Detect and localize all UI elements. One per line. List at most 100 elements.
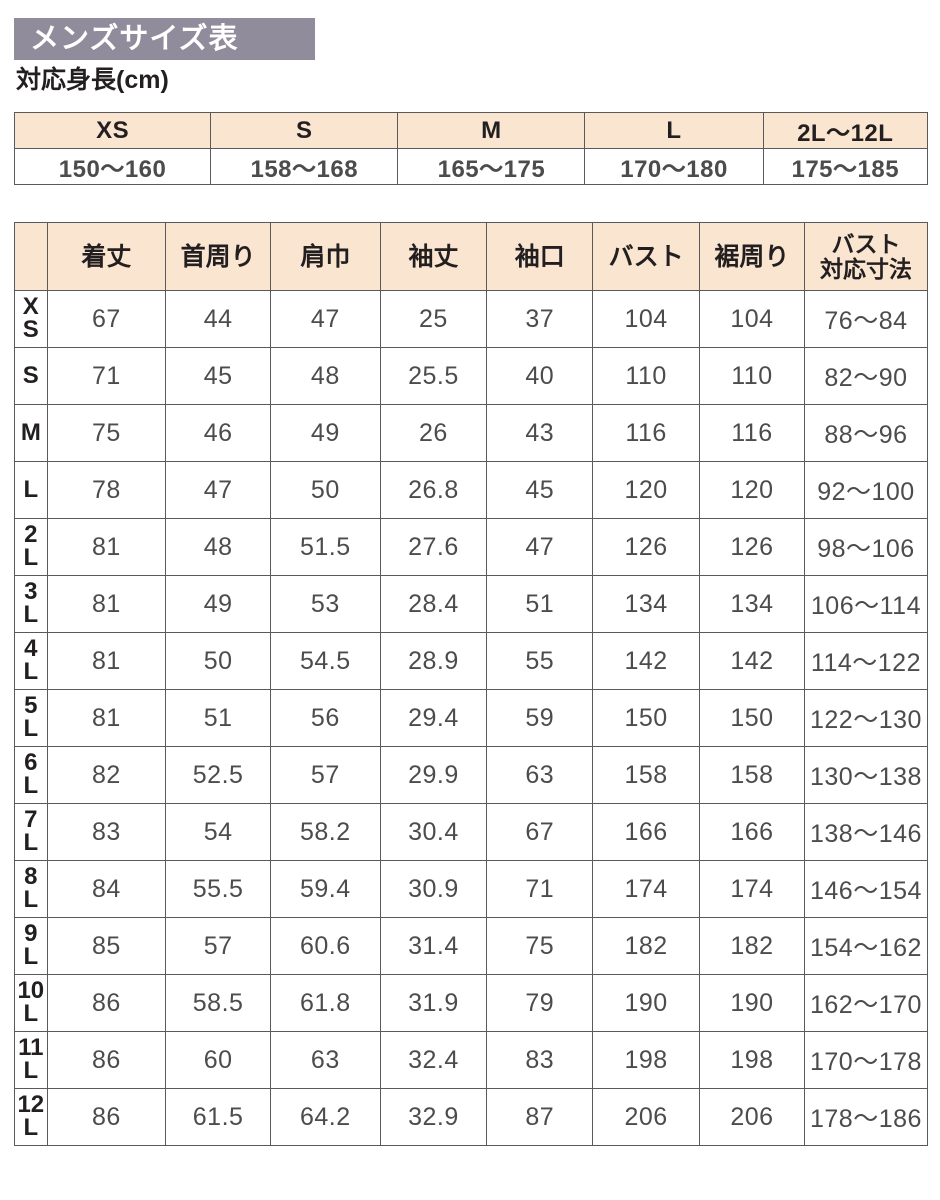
cell-r1-c3: 25.5 [379, 347, 488, 405]
cell-r0-c4: 37 [486, 290, 594, 348]
cell-r7-c2: 56 [270, 689, 381, 747]
cell-r10-c4: 71 [486, 860, 594, 918]
cell-r4-c1: 48 [165, 518, 272, 576]
cell-r11-c2: 60.6 [270, 917, 381, 975]
cell-r11-c6: 182 [698, 917, 805, 975]
cell-r11-c0: 85 [46, 917, 167, 975]
cell-r13-c2: 63 [270, 1031, 381, 1089]
cell-r9-c4: 67 [486, 803, 594, 861]
cell-r9-c7: 138〜146 [803, 803, 929, 861]
cell-r12-c5: 190 [592, 974, 700, 1032]
cell-r9-c6: 166 [698, 803, 805, 861]
cell-r2-c0: 75 [46, 404, 167, 462]
cell-r0-c6: 104 [698, 290, 805, 348]
cell-r3-c0: 78 [46, 461, 167, 519]
table-row: 9 L 85 57 60.6 31.4 75 182 182 154〜162 [14, 917, 929, 975]
cell-r1-c7: 82〜90 [803, 347, 929, 405]
column-header-5: 袖口 [486, 222, 594, 291]
cell-r10-c0: 84 [46, 860, 167, 918]
cell-r14-c2: 64.2 [270, 1088, 381, 1146]
column-header-4: 袖丈 [379, 222, 488, 291]
size-table-header-row: 着丈 首周り 肩巾 袖丈 袖口 バスト 裾周り バスト 対応寸法 [14, 222, 929, 291]
cell-r8-c3: 29.9 [379, 746, 488, 804]
row-size-label: 12 L [14, 1088, 48, 1146]
cell-r7-c3: 29.4 [379, 689, 488, 747]
cell-r0-c5: 104 [592, 290, 700, 348]
cell-r1-c5: 110 [592, 347, 700, 405]
column-header-3: 肩巾 [270, 222, 381, 291]
table-row: L 78 47 50 26.8 45 120 120 92〜100 [14, 461, 929, 519]
cell-r12-c7: 162〜170 [803, 974, 929, 1032]
cell-r0-c7: 76〜84 [803, 290, 929, 348]
size-column-header [14, 222, 48, 291]
cell-r6-c1: 50 [165, 632, 272, 690]
table-row: 12 L 86 61.5 64.2 32.9 87 206 206 178〜186 [14, 1088, 929, 1146]
cell-r2-c6: 116 [698, 404, 805, 462]
height-section-label: 対応身長(cm) [16, 66, 169, 94]
cell-r10-c3: 30.9 [379, 860, 488, 918]
cell-r5-c6: 134 [698, 575, 805, 633]
cell-r7-c5: 150 [592, 689, 700, 747]
cell-r4-c4: 47 [486, 518, 594, 576]
cell-r4-c6: 126 [698, 518, 805, 576]
cell-r8-c7: 130〜138 [803, 746, 929, 804]
cell-r3-c7: 92〜100 [803, 461, 929, 519]
cell-r11-c4: 75 [486, 917, 594, 975]
cell-r8-c6: 158 [698, 746, 805, 804]
row-size-label: 11 L [14, 1031, 48, 1089]
table-row: 2 L 81 48 51.5 27.6 47 126 126 98〜106 [14, 518, 929, 576]
cell-r13-c1: 60 [165, 1031, 272, 1089]
cell-r3-c6: 120 [698, 461, 805, 519]
cell-r14-c4: 87 [486, 1088, 594, 1146]
table-row: 7 L 83 54 58.2 30.4 67 166 166 138〜146 [14, 803, 929, 861]
height-table-body: XS S M L 2L〜12L 150〜160 158〜168 165〜175 170〜180… [13, 112, 929, 185]
page-title: メンズサイズ表 [30, 22, 239, 55]
cell-r14-c0: 86 [46, 1088, 167, 1146]
cell-r6-c3: 28.9 [379, 632, 488, 690]
cell-r4-c3: 27.6 [379, 518, 488, 576]
column-header-6: バスト [592, 222, 700, 291]
cell-r10-c2: 59.4 [270, 860, 381, 918]
cell-r5-c4: 51 [486, 575, 594, 633]
table-row: S 71 45 48 25.5 40 110 110 82〜90 [14, 347, 929, 405]
cell-r12-c6: 190 [698, 974, 805, 1032]
cell-r11-c7: 154〜162 [803, 917, 929, 975]
cell-r8-c0: 82 [46, 746, 167, 804]
cell-r2-c7: 88〜96 [803, 404, 929, 462]
cell-r9-c3: 30.4 [379, 803, 488, 861]
cell-r12-c4: 79 [486, 974, 594, 1032]
cell-r8-c4: 63 [486, 746, 594, 804]
cell-r7-c0: 81 [46, 689, 167, 747]
size-table-head: 着丈 首周り 肩巾 袖丈 袖口 バスト 裾周り バスト 対応寸法 [14, 222, 929, 291]
cell-r12-c1: 58.5 [165, 974, 272, 1032]
cell-r13-c4: 83 [486, 1031, 594, 1089]
cell-r7-c4: 59 [486, 689, 594, 747]
cell-r8-c2: 57 [270, 746, 381, 804]
cell-r3-c4: 45 [486, 461, 594, 519]
column-header-2: 首周り [165, 222, 272, 291]
height-size-header-0: XS [13, 112, 212, 149]
height-size-header-1: S [210, 112, 399, 149]
cell-r11-c3: 31.4 [379, 917, 488, 975]
cell-r12-c2: 61.8 [270, 974, 381, 1032]
cell-r4-c7: 98〜106 [803, 518, 929, 576]
cell-r9-c2: 58.2 [270, 803, 381, 861]
cell-r1-c2: 48 [270, 347, 381, 405]
cell-r4-c2: 51.5 [270, 518, 381, 576]
row-size-label: 10 L [14, 974, 48, 1032]
cell-r5-c1: 49 [165, 575, 272, 633]
cell-r1-c6: 110 [698, 347, 805, 405]
cell-r6-c0: 81 [46, 632, 167, 690]
cell-r1-c0: 71 [46, 347, 167, 405]
cell-r14-c3: 32.9 [379, 1088, 488, 1146]
cell-r10-c5: 174 [592, 860, 700, 918]
cell-r13-c3: 32.4 [379, 1031, 488, 1089]
cell-r9-c1: 54 [165, 803, 272, 861]
cell-r10-c7: 146〜154 [803, 860, 929, 918]
